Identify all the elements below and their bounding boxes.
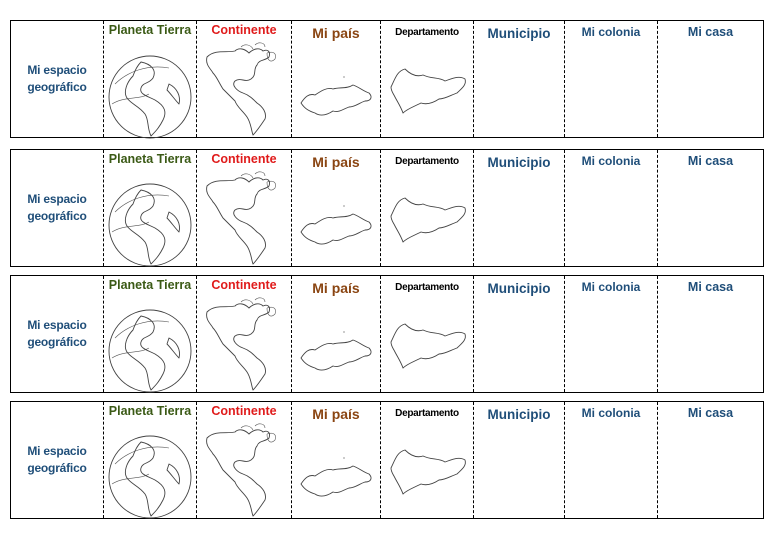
honduras-map-icon — [300, 331, 372, 371]
americas-map-icon — [206, 171, 276, 265]
column-title-pais: Mi país — [312, 25, 360, 41]
column-title-colonia: Mi colonia — [581, 154, 641, 168]
geography-strip-2: Mi espacio geográfico Planeta Tierra Con… — [10, 149, 764, 267]
column-title-planeta: Planeta Tierra — [108, 152, 192, 166]
column-title-continente: Continente — [211, 404, 277, 418]
column-title-pais: Mi país — [312, 154, 360, 170]
row-label: Mi espacio geográfico — [27, 192, 87, 223]
americas-map-icon — [206, 297, 276, 391]
column-title-municipio: Municipio — [487, 281, 551, 296]
column-title-continente: Continente — [211, 278, 277, 292]
honduras-map-icon — [300, 457, 372, 497]
column-title-departamento: Departamento — [395, 156, 459, 167]
column-title-municipio: Municipio — [487, 155, 551, 170]
americas-map-icon — [206, 423, 276, 517]
department-map-icon — [390, 449, 466, 495]
department-map-icon — [390, 197, 466, 243]
column-title-planeta: Planeta Tierra — [108, 278, 192, 292]
column-title-continente: Continente — [211, 152, 277, 166]
column-title-casa: Mi casa — [687, 154, 734, 168]
column-title-continente: Continente — [211, 23, 277, 37]
geography-strip-3: Mi espacio geográfico Planeta Tierra Con… — [10, 275, 764, 393]
earth-globe-icon — [108, 435, 192, 519]
department-map-icon — [390, 68, 466, 114]
column-title-departamento: Departamento — [395, 282, 459, 293]
americas-map-icon — [206, 42, 276, 136]
column-title-municipio: Municipio — [487, 407, 551, 422]
department-map-icon — [390, 323, 466, 369]
row-label: Mi espacio geográfico — [27, 444, 87, 475]
column-title-departamento: Departamento — [395, 27, 459, 38]
column-title-colonia: Mi colonia — [581, 25, 641, 39]
column-title-planeta: Planeta Tierra — [108, 23, 192, 37]
column-title-pais: Mi país — [312, 406, 360, 422]
column-title-casa: Mi casa — [687, 280, 734, 294]
column-title-departamento: Departamento — [395, 408, 459, 419]
row-label: Mi espacio geográfico — [27, 318, 87, 349]
honduras-map-icon — [300, 76, 372, 116]
column-title-municipio: Municipio — [487, 26, 551, 41]
column-title-casa: Mi casa — [687, 25, 734, 39]
geography-strip-4: Mi espacio geográfico Planeta Tierra Con… — [10, 401, 764, 519]
earth-globe-icon — [108, 309, 192, 393]
honduras-map-icon — [300, 205, 372, 245]
column-title-colonia: Mi colonia — [581, 280, 641, 294]
row-label: Mi espacio geográfico — [27, 63, 87, 94]
earth-globe-icon — [108, 55, 192, 139]
column-title-planeta: Planeta Tierra — [108, 404, 192, 418]
column-title-pais: Mi país — [312, 280, 360, 296]
geography-strip-1: Mi espacio geográfico Planeta Tierra Con… — [10, 20, 764, 139]
column-title-casa: Mi casa — [687, 406, 734, 420]
column-title-colonia: Mi colonia — [581, 406, 641, 420]
earth-globe-icon — [108, 183, 192, 267]
